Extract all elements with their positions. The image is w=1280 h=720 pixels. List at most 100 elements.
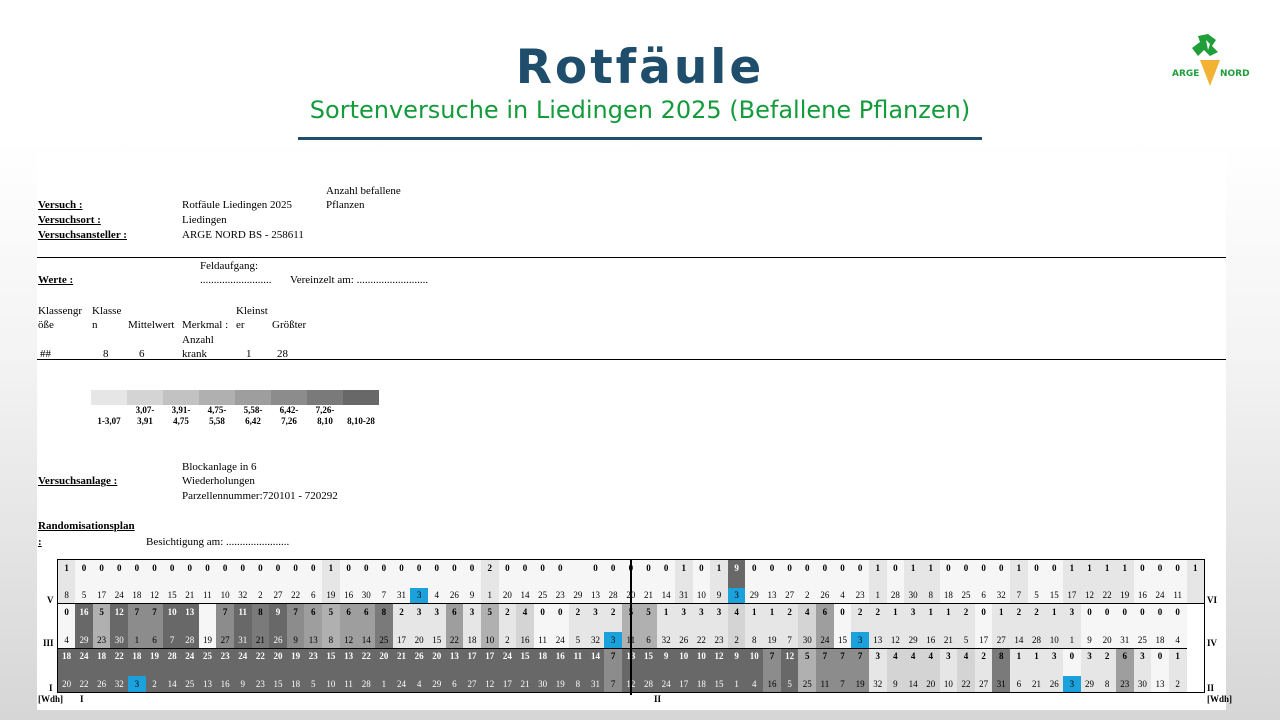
werte-label: Werte : — [38, 274, 74, 286]
legend-label-line1: 6,42- — [279, 405, 299, 415]
plot-number-cell: 32 — [992, 587, 1011, 605]
plot-gap-cell — [745, 619, 764, 632]
plot-gap-cell — [921, 619, 940, 632]
legend-label-line2: 3,91 — [137, 416, 153, 426]
plot-number-cell: 5 — [75, 587, 93, 605]
plot-count-cell: 1 — [992, 603, 1011, 620]
plot-gap-cell — [904, 575, 922, 588]
legend-label: 4,75- 5,58 — [199, 405, 235, 427]
plot-gap-cell — [322, 619, 340, 632]
plot-count-cell: 0 — [1133, 559, 1152, 576]
plot-count-cell: 7 — [286, 603, 305, 620]
plot-count-cell: 3 — [410, 603, 428, 620]
plot-count-cell: 13 — [339, 648, 358, 665]
plot-count-cell: 0 — [1027, 559, 1046, 576]
plot-count-cell: 0 — [533, 559, 552, 576]
plot-gap-cell — [145, 619, 164, 632]
plot-count-cell: 0 — [833, 559, 852, 576]
plot-count-cell: 3 — [427, 603, 446, 620]
plot-number-cell: 32 — [586, 631, 605, 649]
plot-count-cell: 24 — [75, 648, 93, 665]
plot-count-cell: 1 — [904, 559, 922, 576]
plot-number-cell: 18 — [692, 676, 711, 694]
plot-count-cell: 7 — [604, 648, 622, 665]
plot-count-cell: 3 — [1133, 648, 1152, 665]
plot-count-cell: 3 — [674, 603, 693, 620]
plot-number-cell: 7 — [833, 676, 852, 694]
plot-number-cell: 11 — [339, 676, 358, 694]
plot-count-cell: 0 — [1151, 648, 1169, 665]
plot-count-cell: 1 — [1168, 648, 1187, 665]
plot-gap-cell — [198, 575, 217, 588]
plot-count-cell: 0 — [1151, 603, 1169, 620]
plot-number-cell: 6 — [974, 587, 993, 605]
plot-count-cell: 19 — [286, 648, 305, 665]
merkmal-value-1: Anzahl — [182, 334, 214, 346]
plot-count-cell: 7 — [763, 648, 781, 665]
plot-gap-cell — [1080, 664, 1099, 677]
plot-gap-cell — [286, 575, 305, 588]
plot-count-cell: 0 — [586, 559, 605, 576]
arge-nord-logo: ARGE NORD — [1172, 34, 1250, 86]
plot-number-cell: 31 — [1115, 631, 1134, 649]
plot-number-cell: 5 — [780, 676, 799, 694]
plot-number-cell: 8 — [921, 587, 940, 605]
plot-number-cell: 29 — [1080, 676, 1099, 694]
plot-number-cell: 10 — [216, 587, 234, 605]
plot-count-cell: 0 — [198, 559, 217, 576]
plot-count-cell: 9 — [269, 603, 287, 620]
plot-gap-cell — [163, 664, 181, 677]
logo-leaves-icon — [1192, 34, 1218, 56]
plot-count-cell: 1 — [710, 559, 728, 576]
plot-number-cell: 20 — [57, 676, 76, 694]
plot-gap-cell — [304, 619, 323, 632]
plot-count-cell: 8 — [375, 603, 393, 620]
plot-count-cell: 9 — [727, 559, 746, 576]
legend-label-line2: 8,10 — [317, 416, 333, 426]
plot-gap-cell — [375, 619, 393, 632]
plot-gap-cell — [1098, 664, 1116, 677]
plot-gap-cell — [233, 664, 252, 677]
plot-number-cell: 5 — [569, 631, 587, 649]
plot-count-cell: 1 — [1027, 648, 1046, 665]
plot-gap-cell — [868, 575, 887, 588]
plot-number-cell: 11 — [533, 631, 552, 649]
plot-count-cell: 10 — [745, 648, 764, 665]
plot-count-cell: 3 — [1045, 648, 1064, 665]
plot-count-cell: 0 — [974, 603, 993, 620]
plot-count-cell: 1 — [1186, 559, 1205, 576]
plot-number-cell: 26 — [1045, 676, 1064, 694]
plot-count-cell: 11 — [233, 603, 252, 620]
plot-gap-cell — [145, 664, 164, 677]
plot-number-cell: 24 — [657, 676, 675, 694]
plot-number-cell: 29 — [75, 631, 93, 649]
plot-gap-cell — [198, 619, 217, 632]
plot-number-cell: 28 — [1027, 631, 1046, 649]
plot-count-cell: 1 — [674, 559, 693, 576]
header-klassengroesse-2: öße — [38, 319, 54, 331]
plot-number-cell: 32 — [868, 676, 887, 694]
plot-number-cell: 12 — [1080, 587, 1099, 605]
header-groesster: Größter — [272, 319, 307, 331]
plot-gap-cell — [904, 664, 922, 677]
plot-number-cell: 15 — [710, 676, 728, 694]
plot-number-cell: 17 — [674, 676, 693, 694]
plot-gap-cell — [692, 619, 711, 632]
plot-count-cell: 2 — [1027, 603, 1046, 620]
plot-gap-cell — [1186, 575, 1205, 588]
plot-count-cell: 22 — [251, 648, 270, 665]
plot-count-cell: 0 — [410, 559, 428, 576]
plot-gap-cell — [322, 575, 340, 588]
plot-gap-cell — [269, 619, 287, 632]
grid-row-bottom: 20 22 26 32 3 2 14 25 13 16 9 23 15 18 5 10 11 28 1 24 4 29 6 2… — [57, 676, 1205, 694]
plot-gap-cell — [410, 575, 428, 588]
plot-gap-cell — [357, 575, 376, 588]
plot-count-cell: 7 — [216, 603, 234, 620]
plot-gap-cell — [569, 575, 587, 588]
plot-gap-cell — [851, 664, 869, 677]
header-merkmal: Merkmal : — [182, 319, 229, 331]
plot-number-cell: 10 — [480, 631, 499, 649]
plot-count-cell: 0 — [75, 559, 93, 576]
grid-row-gap — [57, 664, 1205, 677]
plot-number-cell: 2 — [798, 587, 817, 605]
